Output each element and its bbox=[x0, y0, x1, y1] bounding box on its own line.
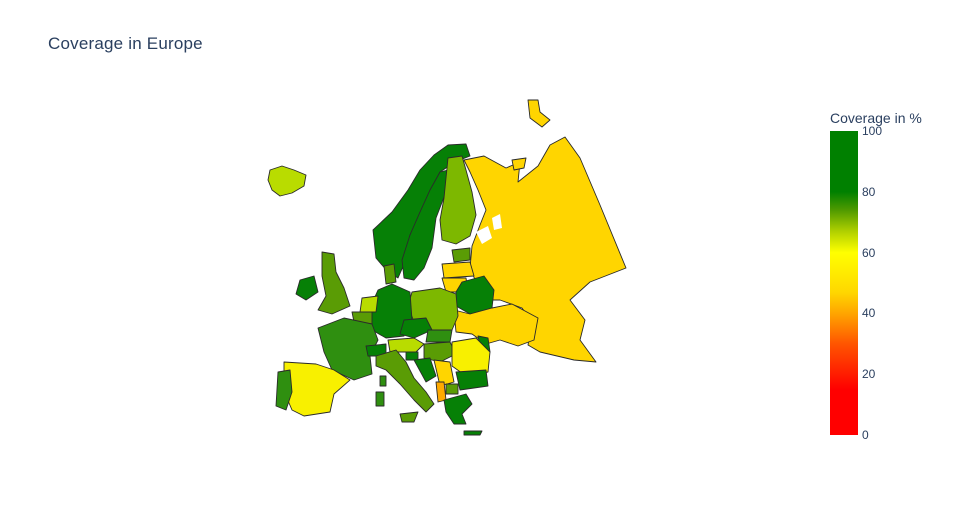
country-italy[interactable] bbox=[375, 349, 435, 413]
country-slovakia[interactable] bbox=[425, 329, 453, 343]
country-greece[interactable] bbox=[443, 393, 473, 425]
country-albania[interactable] bbox=[435, 381, 447, 403]
country-denmark[interactable] bbox=[383, 263, 397, 285]
country-finland[interactable] bbox=[439, 155, 477, 245]
colorbar bbox=[830, 131, 858, 435]
country-austria[interactable] bbox=[387, 337, 425, 353]
country-united-kingdom[interactable] bbox=[317, 251, 351, 315]
country-belarus[interactable] bbox=[455, 275, 495, 315]
country-france[interactable] bbox=[317, 317, 379, 381]
country-ireland[interactable] bbox=[295, 275, 319, 301]
country-north-macedonia[interactable] bbox=[445, 383, 459, 395]
country-iceland[interactable] bbox=[267, 165, 307, 197]
colorbar-tick-80: 80 bbox=[862, 185, 876, 199]
country-portugal[interactable] bbox=[275, 369, 293, 411]
country-sicily[interactable] bbox=[399, 411, 419, 423]
colorbar-tick-20: 20 bbox=[862, 367, 876, 381]
colorbar-tick-60: 60 bbox=[862, 246, 876, 260]
country-bulgaria[interactable] bbox=[455, 369, 489, 391]
country-sardinia[interactable] bbox=[375, 391, 385, 407]
country-netherlands[interactable] bbox=[359, 295, 379, 313]
colorbar-tick-0: 0 bbox=[862, 428, 869, 442]
white-sea-2 bbox=[492, 214, 502, 230]
country-corsica[interactable] bbox=[379, 375, 387, 387]
colorbar-tick-40: 40 bbox=[862, 306, 876, 320]
country-latvia[interactable] bbox=[441, 261, 475, 279]
colorbar-title: Coverage in % bbox=[830, 110, 922, 126]
chart-title: Coverage in Europe bbox=[48, 34, 203, 53]
country-kola-islands[interactable] bbox=[511, 157, 527, 171]
country-croatia[interactable] bbox=[413, 357, 437, 383]
country-crete[interactable] bbox=[463, 430, 483, 436]
country-czechia[interactable] bbox=[399, 317, 433, 339]
country-hungary[interactable] bbox=[423, 341, 457, 363]
white-sea bbox=[476, 226, 492, 244]
country-russia-island[interactable] bbox=[527, 99, 551, 128]
country-estonia[interactable] bbox=[451, 247, 471, 263]
country-slovenia[interactable] bbox=[405, 351, 419, 361]
colorbar-tick-100: 100 bbox=[862, 124, 883, 138]
country-russia[interactable] bbox=[463, 136, 627, 363]
country-serbia[interactable] bbox=[433, 359, 455, 387]
country-romania[interactable] bbox=[451, 337, 491, 377]
country-ukraine[interactable] bbox=[453, 303, 539, 347]
